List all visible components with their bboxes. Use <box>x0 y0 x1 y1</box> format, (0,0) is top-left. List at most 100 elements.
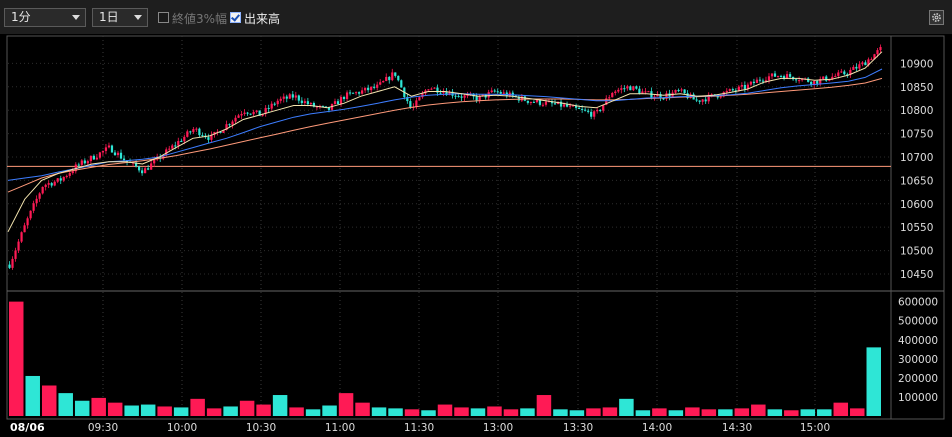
ma-short-line <box>7 51 883 233</box>
range-select[interactable]: 1日 <box>92 8 148 27</box>
candle-body <box>240 113 243 116</box>
candle-body <box>110 145 114 153</box>
volume-axis-labels: 100000 200000 300000 400000 500000 600000 <box>898 297 938 404</box>
candle-body <box>587 110 590 112</box>
candle-body <box>773 73 777 77</box>
volume-bar <box>586 408 601 416</box>
interval-select[interactable]: 1分 <box>4 8 86 27</box>
volume-bar <box>41 385 57 416</box>
candle-body <box>35 198 38 204</box>
candle-body <box>798 80 801 82</box>
candle-body <box>189 131 192 133</box>
candle-body <box>213 131 216 135</box>
candle-body <box>159 156 162 159</box>
candle-body <box>559 101 563 107</box>
candle-body <box>342 97 346 99</box>
candle-body <box>246 112 249 114</box>
candle-body <box>144 168 147 174</box>
volume-bar <box>256 404 271 416</box>
volume-label: 出来高 <box>244 12 281 26</box>
candle-body <box>499 91 502 94</box>
candle-body <box>20 232 23 242</box>
volume-checkbox[interactable] <box>230 12 241 23</box>
candle-body <box>421 93 424 98</box>
chevron-down-icon <box>72 15 80 20</box>
candle-body <box>150 163 153 170</box>
candle-body <box>828 79 831 81</box>
candle-body <box>764 80 768 82</box>
candle-body <box>496 91 499 93</box>
candle-body <box>782 76 786 79</box>
candle-body <box>795 79 798 81</box>
candle-body <box>695 99 698 101</box>
candle-body <box>704 99 707 102</box>
candle-body <box>219 131 222 133</box>
candle-body <box>71 171 74 174</box>
candle-body <box>674 90 677 93</box>
candle-body <box>553 103 557 105</box>
price-tick-label: 10600 <box>900 199 933 211</box>
settings-button[interactable] <box>929 10 944 25</box>
candle-body <box>686 93 689 99</box>
time-tick-label: 15:00 <box>800 422 830 434</box>
candle-body <box>785 74 789 79</box>
candle-body <box>439 92 442 94</box>
candle-body <box>137 166 141 171</box>
candle-body <box>397 75 400 81</box>
candle-body <box>490 90 493 93</box>
volume-bar <box>305 409 321 416</box>
candle-body <box>855 66 858 69</box>
candle-body <box>460 96 463 98</box>
candle-body <box>41 186 44 194</box>
candle-body <box>297 95 300 101</box>
candle-body <box>122 158 126 161</box>
candle-body <box>222 129 225 133</box>
candle-body <box>50 183 53 186</box>
candle-body <box>89 155 92 162</box>
interval-value: 1分 <box>11 10 31 24</box>
candle-body <box>228 124 231 126</box>
moving-averages <box>7 51 883 233</box>
price-tick-label: 10550 <box>900 222 933 234</box>
candle-body <box>104 147 108 151</box>
candle-body <box>418 97 421 101</box>
chart-frame <box>6 35 945 420</box>
candle-body <box>62 176 65 181</box>
candle-body <box>116 152 120 156</box>
candle-body <box>656 94 659 97</box>
candle-body <box>779 75 783 77</box>
close-3pct-checkbox[interactable] <box>158 12 169 23</box>
candle-body <box>617 89 620 92</box>
volume-tick-label: 200000 <box>898 373 938 385</box>
candle-body <box>270 103 273 109</box>
time-tick-label: 10:00 <box>167 422 197 434</box>
volume-bar <box>767 409 783 416</box>
time-tick-label: 11:00 <box>325 422 355 434</box>
volume-bar <box>652 408 667 416</box>
candle-body <box>92 155 95 160</box>
volume-bar <box>833 402 849 416</box>
volume-bar <box>800 409 816 416</box>
candle-body <box>701 99 704 102</box>
candle-body <box>255 110 258 112</box>
volume-bar <box>124 405 139 416</box>
volume-bar <box>58 393 73 416</box>
volume-bar <box>25 375 40 416</box>
candle-body <box>321 105 325 107</box>
candle-body <box>767 76 771 81</box>
candle-body <box>517 96 520 101</box>
candle-body <box>351 92 355 94</box>
candle-body <box>174 145 177 147</box>
candle-body <box>74 164 77 172</box>
candle-body <box>391 72 394 81</box>
price-tick-label: 10700 <box>900 152 933 164</box>
candle-body <box>776 75 780 77</box>
candle-body <box>141 170 144 174</box>
candle-body <box>101 150 105 153</box>
candle-body <box>288 94 291 99</box>
candle-body <box>837 72 840 76</box>
candle-body <box>638 88 641 94</box>
candle-body <box>98 152 102 158</box>
volume-bar <box>421 410 436 416</box>
